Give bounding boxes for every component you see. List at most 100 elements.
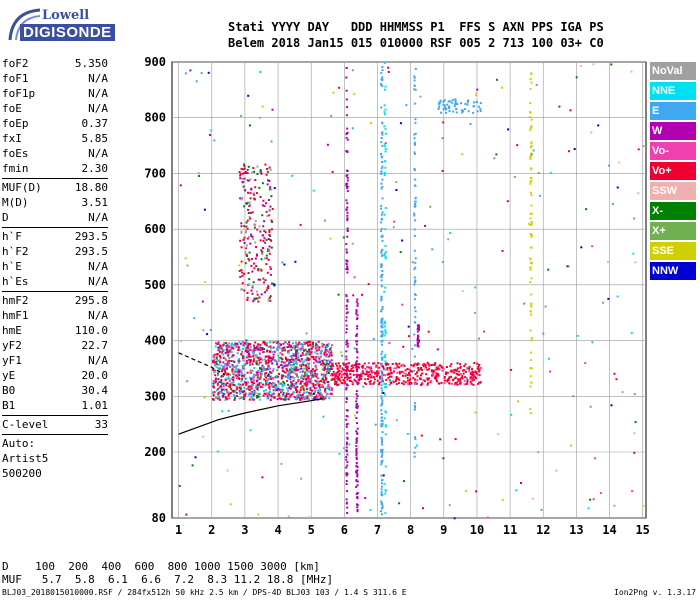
echo-point [243, 163, 245, 166]
echo-point [266, 397, 269, 400]
echo-point [264, 368, 267, 371]
echo-point [312, 384, 315, 387]
echo-point [382, 474, 385, 477]
echo-point [214, 381, 217, 384]
echo-point [523, 302, 526, 305]
auto-code: 500200 [2, 467, 42, 480]
echo-point [465, 377, 468, 380]
echo-point [437, 108, 440, 110]
echo-point [218, 367, 221, 370]
echo-point [413, 455, 416, 458]
echo-point [345, 341, 348, 343]
echo-point [212, 393, 215, 396]
echo-point [243, 236, 246, 239]
echo-point [328, 355, 331, 357]
echo-point [296, 366, 299, 369]
echo-point [327, 359, 330, 362]
echo-point [194, 456, 197, 459]
echo-point [249, 178, 252, 181]
echo-point [442, 367, 445, 370]
echo-point [633, 393, 636, 396]
echo-point [224, 368, 227, 371]
echo-point [253, 298, 256, 301]
echo-point [376, 366, 379, 369]
echo-point [246, 342, 248, 345]
echo-point [413, 228, 416, 231]
echo-point [455, 369, 458, 372]
echo-point [315, 375, 318, 378]
echo-point [240, 222, 243, 225]
echo-point [355, 373, 358, 376]
x-tick-label: 12 [536, 523, 550, 537]
echo-point [321, 364, 324, 367]
echo-point [308, 353, 311, 356]
echo-point [243, 246, 246, 249]
echo-point [416, 364, 419, 366]
echo-point [380, 298, 383, 300]
echo-point [250, 348, 253, 351]
echo-point [269, 341, 272, 344]
echo-point [296, 389, 299, 392]
echo-point [530, 142, 533, 145]
echo-point [530, 204, 533, 207]
echo-point [327, 342, 330, 345]
echo-point [272, 367, 275, 370]
echo-point [297, 380, 300, 383]
echo-point [630, 70, 633, 73]
echo-point [367, 373, 370, 376]
echo-point [217, 359, 220, 362]
echo-point [270, 396, 273, 399]
logo-line1: Lowell [42, 8, 90, 23]
echo-point [253, 367, 256, 369]
echo-point [246, 299, 249, 301]
echo-point [356, 484, 359, 487]
echo-point [466, 366, 469, 369]
echo-point [381, 424, 384, 427]
echo-point [632, 252, 635, 255]
echo-point [477, 368, 480, 370]
echo-point [243, 342, 246, 344]
echo-point [346, 464, 349, 467]
echo-point [247, 191, 249, 194]
y-tick-label: 900 [144, 55, 166, 69]
echo-point [216, 450, 219, 453]
echo-point [231, 346, 234, 349]
echo-point [268, 382, 271, 385]
echo-point [220, 370, 223, 373]
echo-point [406, 376, 409, 379]
echo-point [210, 129, 213, 132]
echo-point [253, 379, 255, 382]
echo-point [252, 383, 254, 386]
echo-point [228, 362, 231, 365]
echo-point [220, 383, 223, 385]
echo-point [255, 246, 257, 249]
param-row: hmF2 295.8 [2, 293, 108, 308]
echo-point [356, 473, 359, 476]
echo-point [261, 253, 263, 255]
echo-point [449, 365, 452, 368]
echo-point [398, 378, 401, 381]
echo-point [239, 387, 242, 390]
echo-point [479, 381, 482, 384]
echo-point [345, 114, 348, 117]
echo-point [227, 373, 230, 376]
echo-point [456, 373, 459, 376]
echo-point [312, 345, 315, 348]
echo-point [289, 346, 292, 349]
echo-point [317, 360, 320, 363]
echo-point [454, 103, 457, 106]
echo-point [201, 300, 204, 303]
echo-point [250, 378, 253, 381]
echo-point [309, 351, 312, 354]
echo-point [346, 206, 349, 209]
echo-point [345, 480, 348, 482]
echo-point [406, 368, 409, 370]
echo-point [384, 492, 387, 495]
echo-point [414, 406, 417, 409]
echo-point [234, 374, 237, 377]
echo-point [230, 351, 233, 354]
echo-point [228, 365, 231, 368]
echo-point [325, 368, 328, 371]
echo-point [216, 393, 219, 396]
echo-point [450, 382, 453, 385]
